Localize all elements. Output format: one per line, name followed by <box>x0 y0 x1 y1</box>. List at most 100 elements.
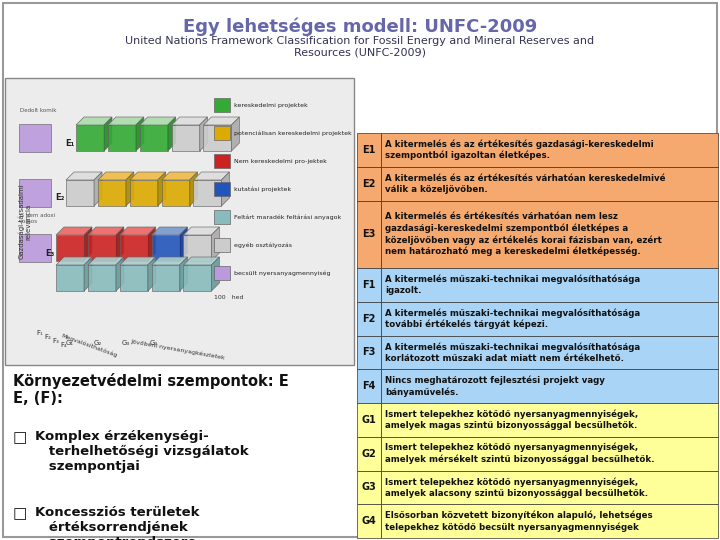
Polygon shape <box>231 117 240 151</box>
Bar <box>215 126 230 140</box>
Text: A kitermelés és az értékesítés várhatóan kereskedelmivé
válik a közeljövőben.: A kitermelés és az értékesítés várhatóan… <box>385 173 665 194</box>
Polygon shape <box>108 117 144 125</box>
Polygon shape <box>189 172 197 206</box>
Bar <box>381 200 718 268</box>
Text: □: □ <box>13 506 27 521</box>
Text: E1: E1 <box>362 145 376 155</box>
Text: A kitermelés műszaki-technikai megvalósíthatósága
igazolt.: A kitermelés műszaki-technikai megvalósí… <box>385 274 640 295</box>
Polygon shape <box>116 227 124 261</box>
Bar <box>19 179 51 207</box>
Bar <box>108 125 136 151</box>
Text: F₁: F₁ <box>37 330 43 336</box>
Bar <box>171 125 199 151</box>
Text: □: □ <box>13 430 27 445</box>
Bar <box>357 369 381 403</box>
Polygon shape <box>116 257 124 291</box>
Text: Elsősorban közvetett bizonyítékon alapuló, lehetséges
telepekhez kötődő becsült : Elsősorban közvetett bizonyítékon alapul… <box>385 510 652 532</box>
Bar <box>194 180 222 206</box>
Text: F₃: F₃ <box>53 338 59 344</box>
Text: F3: F3 <box>362 347 376 357</box>
Text: A kitermelés és értékesítés várhatóan nem lesz
gazdasági-kereskedelmi szempontbó: A kitermelés és értékesítés várhatóan ne… <box>385 212 662 256</box>
Polygon shape <box>56 257 92 265</box>
Text: G₂: G₂ <box>94 340 102 346</box>
Polygon shape <box>161 172 197 180</box>
Polygon shape <box>120 227 156 235</box>
Bar <box>161 180 189 206</box>
Polygon shape <box>168 117 176 151</box>
Polygon shape <box>222 172 230 206</box>
Bar <box>381 335 718 369</box>
Polygon shape <box>194 172 230 180</box>
Bar <box>357 437 381 470</box>
Bar <box>357 302 381 335</box>
Bar <box>140 125 168 151</box>
Bar <box>152 235 179 261</box>
Bar <box>381 268 718 302</box>
Bar <box>357 470 381 504</box>
Bar <box>204 125 231 151</box>
Bar <box>120 265 148 291</box>
Text: F₄: F₄ <box>60 342 68 348</box>
Text: A kitermelés és az értékesítés gazdasági-kereskedelmi
szempontból igazoltan élet: A kitermelés és az értékesítés gazdasági… <box>385 139 654 160</box>
Bar <box>66 180 94 206</box>
Polygon shape <box>179 257 188 291</box>
Text: United Nations Framework Classification for Fossil Energy and Mineral Reserves a: United Nations Framework Classification … <box>125 36 595 58</box>
Text: G₃: G₃ <box>122 340 130 346</box>
Text: kereskedelmi projektek: kereskedelmi projektek <box>235 103 308 107</box>
Bar <box>215 154 230 168</box>
Bar <box>381 470 718 504</box>
Bar <box>381 133 718 167</box>
Polygon shape <box>104 117 112 151</box>
Bar <box>120 235 148 261</box>
Text: egyéb osztályozás: egyéb osztályozás <box>235 242 292 248</box>
Bar <box>357 167 381 200</box>
Text: G₁: G₁ <box>66 340 74 346</box>
Bar <box>381 302 718 335</box>
Text: G3: G3 <box>361 482 377 492</box>
Text: E₃: E₃ <box>45 248 54 258</box>
Polygon shape <box>140 117 176 125</box>
Bar <box>357 403 381 437</box>
Text: 100   hed: 100 hed <box>215 295 244 300</box>
Bar <box>357 268 381 302</box>
Polygon shape <box>204 117 240 125</box>
Polygon shape <box>171 117 207 125</box>
Text: Nincs meghatározott fejlesztési projekt vagy
bányaművelés.: Nincs meghatározott fejlesztési projekt … <box>385 375 605 397</box>
Bar <box>184 235 212 261</box>
Bar <box>381 167 718 200</box>
Bar <box>381 403 718 437</box>
Text: G₄: G₄ <box>150 340 158 346</box>
Polygon shape <box>126 172 134 206</box>
Bar <box>19 124 51 152</box>
Text: E3: E3 <box>362 230 376 239</box>
Polygon shape <box>130 172 166 180</box>
Bar <box>381 369 718 403</box>
Bar <box>152 265 179 291</box>
Text: Feltárt maradék feltárási anyagok: Feltárt maradék feltárási anyagok <box>235 214 342 220</box>
Text: Dedolt komik: Dedolt komik <box>20 108 56 113</box>
Polygon shape <box>76 117 112 125</box>
Polygon shape <box>84 257 92 291</box>
Text: Ismert telepekhez kötődő nyersanyagmennyiségek,
amelyek magas szintű bizonyosság: Ismert telepekhez kötődő nyersanyagmenny… <box>385 409 638 430</box>
Polygon shape <box>184 257 220 265</box>
Bar <box>381 504 718 538</box>
Polygon shape <box>179 227 188 261</box>
Polygon shape <box>199 117 207 151</box>
Text: F4: F4 <box>362 381 376 391</box>
Polygon shape <box>148 257 156 291</box>
Text: G2: G2 <box>361 449 377 458</box>
Text: Gazdasági-társadalmi
relevancia: Gazdasági-társadalmi relevancia <box>18 184 32 259</box>
Text: Megvalósíthatóság: Megvalósíthatóság <box>60 333 117 358</box>
Bar <box>130 180 158 206</box>
Bar <box>215 182 230 196</box>
Bar <box>56 235 84 261</box>
Text: Ismert telepekhez kötődő nyersanyagmennyiségek,
amelyek mérsékelt szintű bizonyo: Ismert telepekhez kötődő nyersanyagmenny… <box>385 443 654 464</box>
Text: Egy lehetséges modell: UNFC-2009: Egy lehetséges modell: UNFC-2009 <box>183 18 537 37</box>
Bar <box>5 78 354 365</box>
Text: A kitermelés műszaki-technikai megvalósíthatósága
korlátozott műszaki adat miatt: A kitermelés műszaki-technikai megvalósí… <box>385 342 640 363</box>
Polygon shape <box>120 257 156 265</box>
Text: G4: G4 <box>361 516 377 526</box>
Bar <box>215 98 230 112</box>
Polygon shape <box>148 227 156 261</box>
Polygon shape <box>136 117 144 151</box>
